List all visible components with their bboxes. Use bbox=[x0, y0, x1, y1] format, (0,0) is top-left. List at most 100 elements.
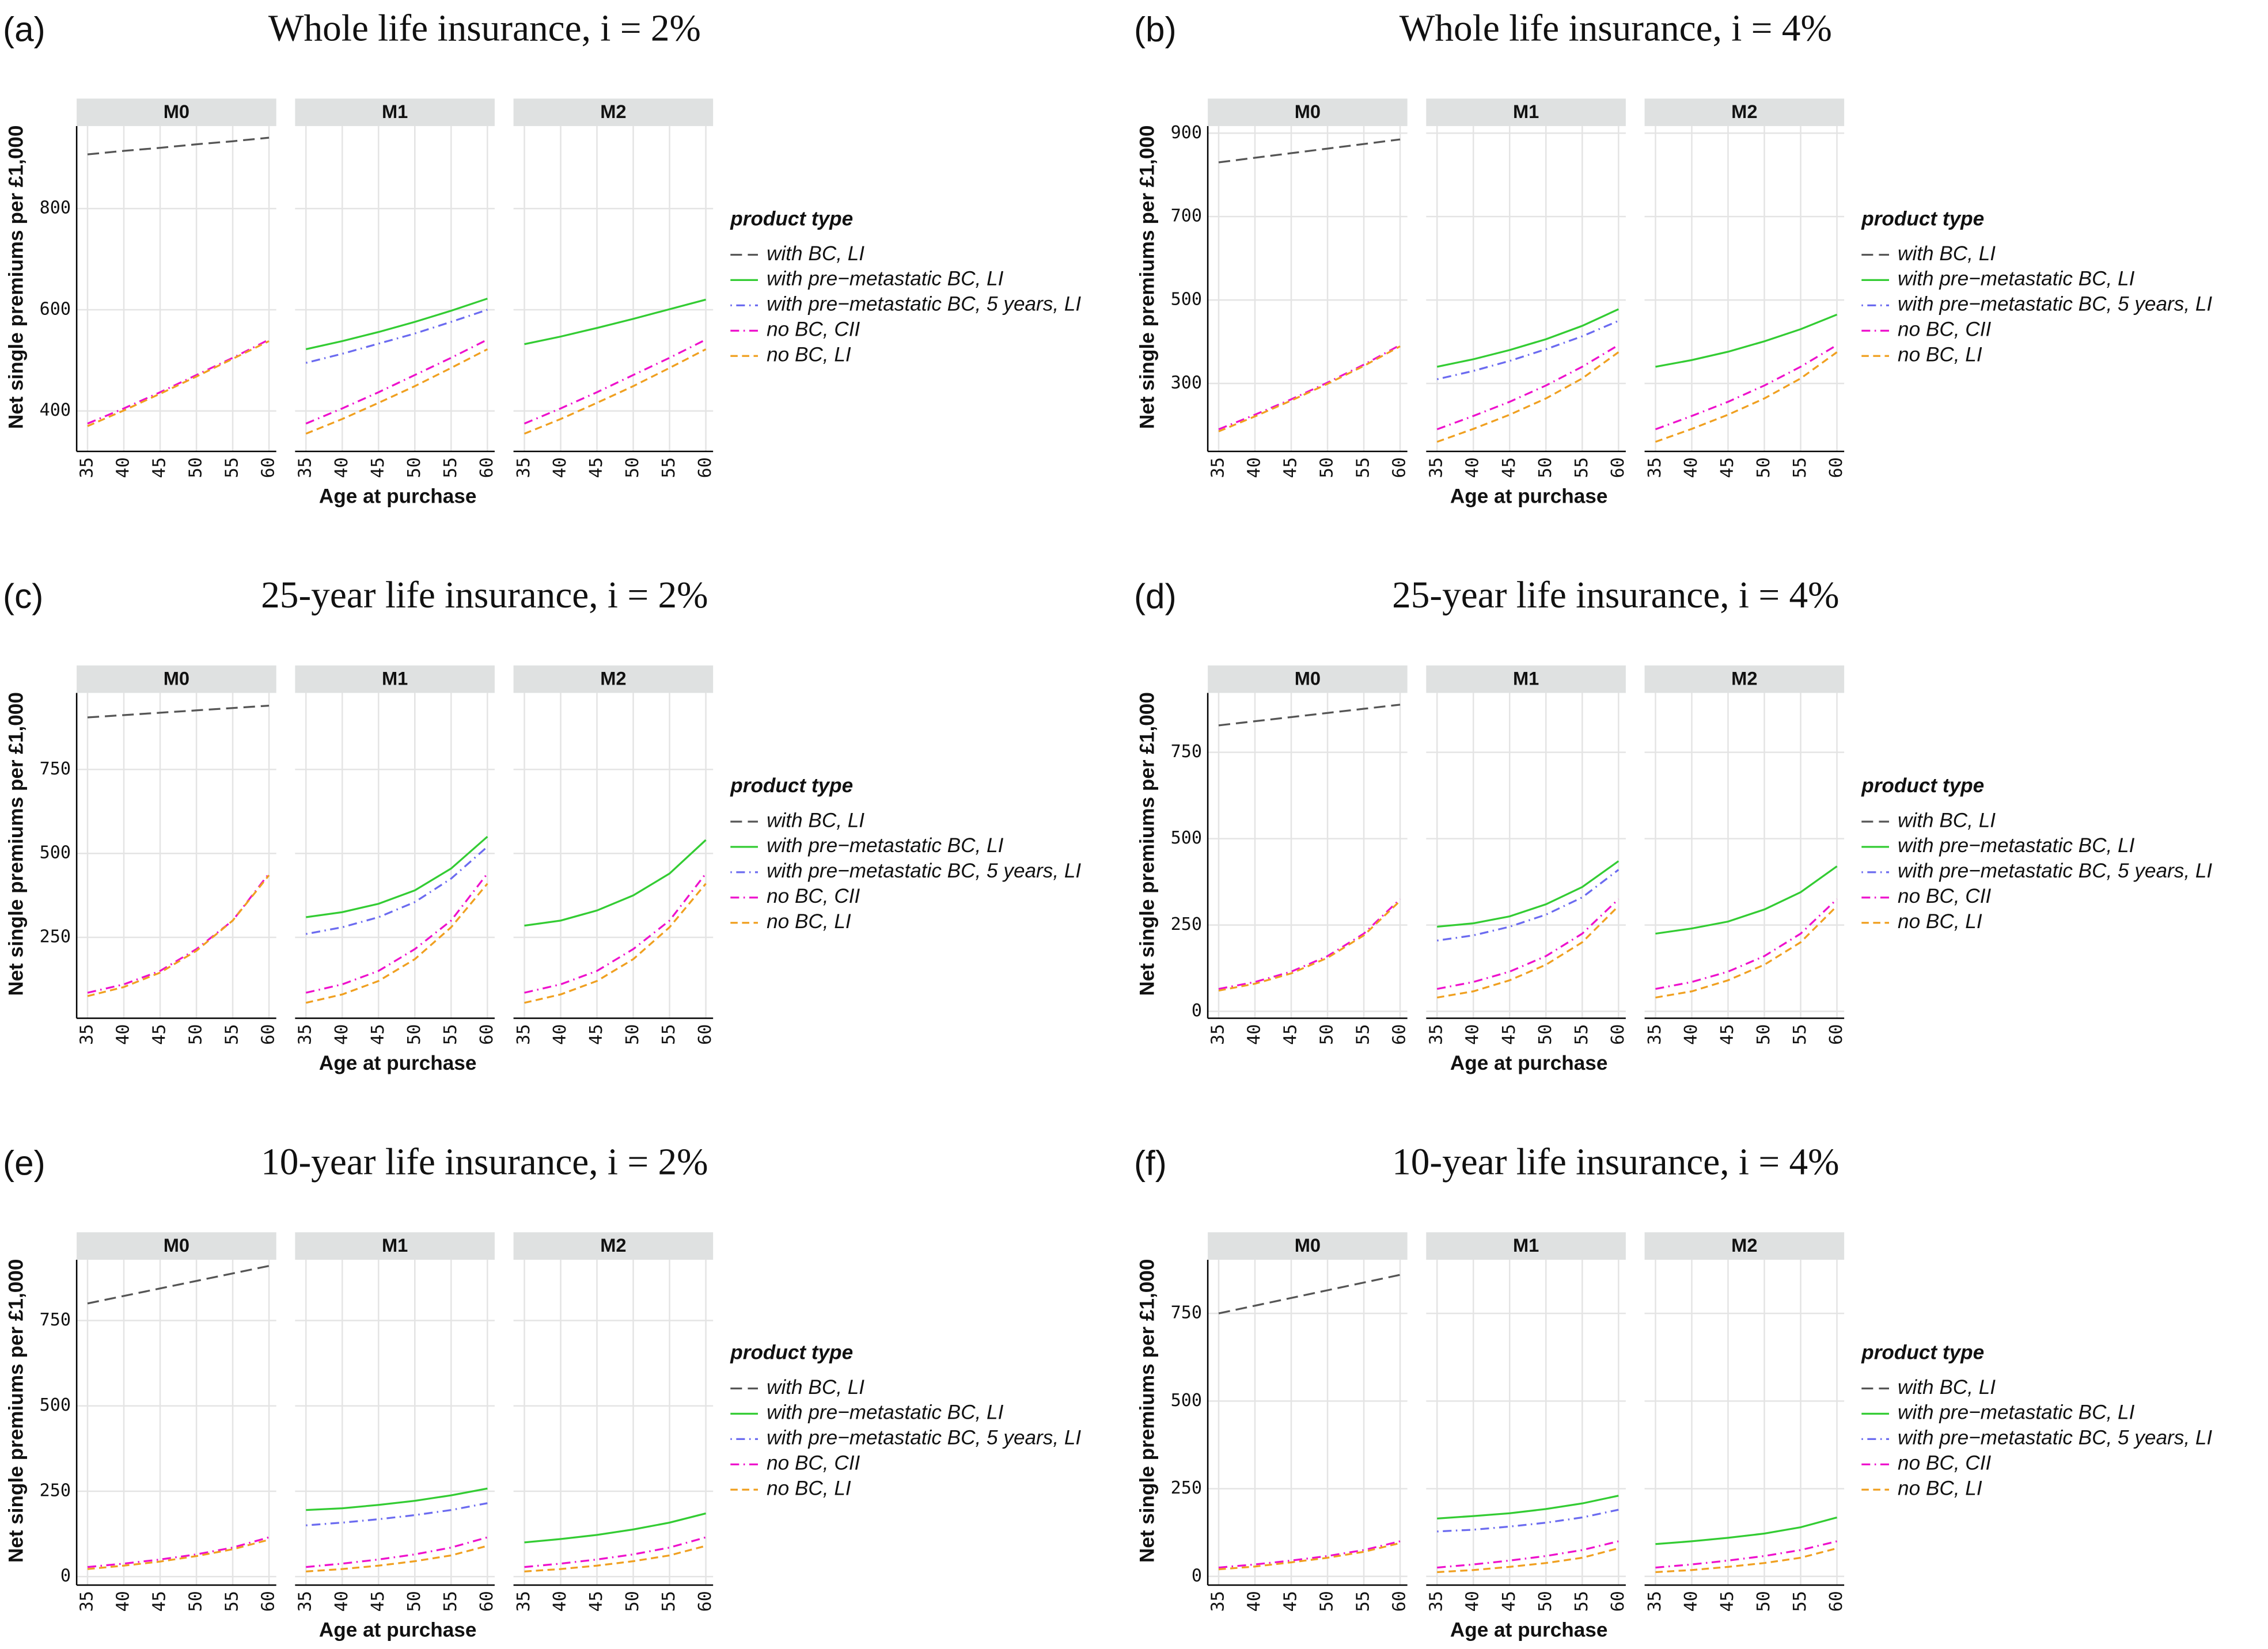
series-line bbox=[1436, 898, 1620, 990]
series-line bbox=[87, 1265, 270, 1305]
legend-title: product type bbox=[730, 774, 853, 797]
x-tick-label: 35 bbox=[77, 1591, 97, 1612]
series-line bbox=[87, 1536, 270, 1568]
x-tick-label: 40 bbox=[550, 1024, 570, 1045]
x-tick-label: 50 bbox=[623, 457, 643, 478]
x-tick-label: 45 bbox=[1281, 457, 1301, 478]
series-line bbox=[1218, 138, 1401, 164]
x-tick-label: 60 bbox=[259, 1024, 279, 1045]
x-tick-label: 40 bbox=[1463, 1024, 1483, 1045]
x-tick-label: 45 bbox=[368, 1591, 388, 1612]
x-tick-label: 40 bbox=[1681, 457, 1701, 478]
x-tick-label: 55 bbox=[1790, 1591, 1810, 1612]
facet-strip bbox=[1644, 1232, 1845, 1260]
series-line bbox=[306, 1545, 488, 1572]
legend-label: with pre−metastatic BC, LI bbox=[767, 834, 1004, 857]
legend-label: no BC, LI bbox=[767, 1477, 851, 1500]
series-line bbox=[1655, 1516, 1837, 1545]
series-line bbox=[1218, 344, 1401, 431]
y-tick-label: 500 bbox=[1171, 1390, 1202, 1411]
series-line bbox=[524, 348, 707, 435]
y-tick-label: 250 bbox=[1171, 1478, 1202, 1498]
x-tick-label: 60 bbox=[1390, 1024, 1410, 1045]
x-tick-label: 45 bbox=[1499, 1591, 1519, 1612]
x-tick-label: 60 bbox=[1608, 457, 1628, 478]
legend-label: with pre−metastatic BC, 5 years, LI bbox=[1898, 1427, 2212, 1449]
legend-label: no BC, CII bbox=[767, 885, 860, 907]
x-tick-label: 55 bbox=[1572, 1591, 1592, 1612]
legend-label: no BC, CII bbox=[1898, 318, 1991, 341]
chart-title: 10-year life insurance, i = 4% bbox=[1392, 1142, 1839, 1183]
series-line bbox=[305, 339, 488, 425]
series-line bbox=[1436, 344, 1620, 431]
legend-label: no BC, CII bbox=[767, 318, 860, 341]
series-line bbox=[1655, 1540, 1837, 1569]
x-tick-label: 35 bbox=[514, 1024, 534, 1045]
series-line bbox=[1218, 900, 1401, 992]
series-line bbox=[1655, 865, 1838, 935]
series-line bbox=[1437, 1540, 1619, 1569]
series-line bbox=[87, 339, 270, 425]
x-tick-label: 50 bbox=[1754, 1024, 1774, 1045]
series-line bbox=[524, 883, 707, 1004]
x-tick-label: 45 bbox=[150, 457, 170, 478]
series-line bbox=[1655, 898, 1838, 990]
y-tick-label: 250 bbox=[1171, 914, 1202, 934]
series-line bbox=[1436, 320, 1619, 381]
chart: (e) 10-year life insurance, i = 2% Net sin… bbox=[3, 1142, 1081, 1642]
series-line bbox=[305, 348, 488, 435]
x-tick-label: 60 bbox=[1826, 1591, 1846, 1612]
facet-label: M1 bbox=[382, 101, 408, 122]
legend-label: no BC, CII bbox=[1898, 885, 1991, 907]
x-tick-label: 50 bbox=[1317, 457, 1337, 478]
series-line bbox=[524, 839, 707, 927]
x-tick-label: 60 bbox=[1608, 1591, 1628, 1612]
x-axis-title: Age at purchase bbox=[319, 1619, 477, 1642]
series-line bbox=[305, 309, 488, 364]
facet-label: M1 bbox=[1513, 101, 1539, 122]
series-line bbox=[305, 883, 488, 1004]
series-line bbox=[87, 340, 270, 427]
x-tick-label: 60 bbox=[695, 1591, 715, 1612]
y-tick-label: 500 bbox=[40, 1395, 71, 1415]
y-tick-label: 600 bbox=[40, 299, 71, 319]
legend-label: with BC, LI bbox=[1898, 809, 1996, 831]
x-tick-label: 60 bbox=[1390, 1591, 1410, 1612]
x-tick-label: 35 bbox=[1208, 1591, 1228, 1612]
x-tick-label: 35 bbox=[1208, 1024, 1228, 1045]
x-tick-label: 40 bbox=[332, 457, 352, 478]
panel-label: (b) bbox=[1134, 10, 1177, 49]
series-line bbox=[87, 136, 270, 155]
x-axis-title: Age at purchase bbox=[319, 485, 477, 508]
facet-strip bbox=[1644, 665, 1845, 693]
x-tick-label: 40 bbox=[1681, 1024, 1701, 1045]
x-tick-label: 60 bbox=[477, 1591, 497, 1612]
legend-label: with pre−metastatic BC, LI bbox=[767, 1401, 1004, 1424]
y-tick-label: 900 bbox=[1171, 123, 1202, 143]
series-line bbox=[1218, 1540, 1401, 1569]
x-tick-label: 45 bbox=[150, 1591, 170, 1612]
series-line bbox=[1655, 351, 1838, 443]
legend-title: product type bbox=[1861, 774, 1984, 797]
x-tick-label: 55 bbox=[441, 1591, 461, 1612]
series-line bbox=[524, 1536, 706, 1568]
x-tick-label: 40 bbox=[1681, 1591, 1701, 1612]
series-line bbox=[524, 298, 706, 345]
facet-label: M0 bbox=[1295, 1234, 1321, 1256]
x-tick-label: 35 bbox=[295, 1024, 316, 1045]
y-axis-title: Net single premiums per £1,000 bbox=[5, 1259, 27, 1563]
x-tick-label: 40 bbox=[550, 457, 570, 478]
x-tick-label: 45 bbox=[586, 457, 606, 478]
x-tick-label: 35 bbox=[77, 1024, 97, 1045]
series-line bbox=[1437, 1547, 1619, 1574]
x-tick-label: 35 bbox=[295, 1591, 316, 1612]
legend-label: with BC, LI bbox=[767, 242, 864, 265]
x-axis-title: Age at purchase bbox=[1450, 1619, 1608, 1642]
y-tick-label: 500 bbox=[40, 843, 71, 863]
legend-label: no BC, LI bbox=[1898, 910, 1982, 933]
x-tick-label: 55 bbox=[1353, 1591, 1374, 1612]
x-tick-label: 50 bbox=[1317, 1024, 1337, 1045]
y-tick-label: 500 bbox=[1171, 828, 1202, 848]
legend-label: no BC, LI bbox=[767, 910, 851, 933]
facet-strip bbox=[1426, 665, 1626, 693]
